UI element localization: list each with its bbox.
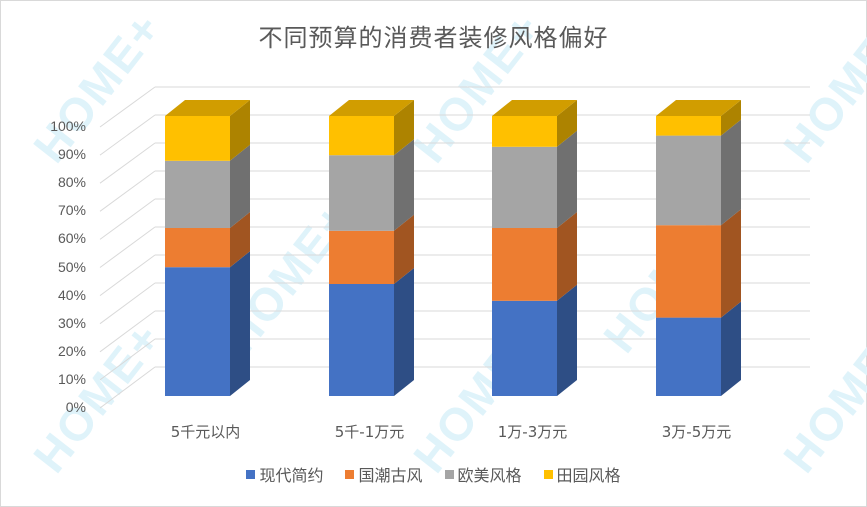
bar-segment[interactable]: [329, 284, 394, 396]
bar-segment[interactable]: [656, 116, 721, 136]
bar-segment[interactable]: [329, 155, 394, 231]
y-tick-label: 100%: [50, 118, 86, 134]
bar-segment-side: [394, 100, 414, 156]
bar-segment[interactable]: [165, 116, 230, 161]
bar-top: [656, 100, 741, 116]
legend-item-pastoral[interactable]: 田园风格: [543, 462, 621, 486]
legend-item-western[interactable]: 欧美风格: [444, 462, 522, 486]
y-tick-label: 10%: [57, 370, 86, 387]
bar-segment-side: [394, 139, 414, 231]
bar-segment-side: [394, 268, 414, 396]
bar-segment-side: [557, 212, 577, 301]
bar-segment[interactable]: [492, 228, 557, 301]
y-tick-label: 30%: [57, 314, 86, 331]
legend: 现代简约 国潮古风 欧美风格 田园风格: [0, 462, 867, 486]
x-tick-label: 3万-5万元: [661, 423, 732, 441]
legend-item-modern[interactable]: 现代简约: [246, 462, 323, 486]
bar-segment[interactable]: [492, 300, 557, 396]
legend-swatch: [543, 469, 553, 479]
bar-segment[interactable]: [492, 116, 557, 147]
chart-title: 不同预算的消费者装修风格偏好: [258, 24, 609, 52]
bar-segment[interactable]: [656, 225, 721, 318]
y-tick-label: 60%: [57, 230, 86, 247]
bar-top: [329, 100, 414, 116]
y-tick-label: 70%: [57, 202, 86, 219]
bar-top: [492, 100, 577, 116]
y-tick-label: 0%: [65, 399, 86, 415]
bar-segment-side: [230, 144, 250, 228]
bar-segment-side: [394, 214, 414, 284]
bar-segment-side: [557, 100, 577, 147]
bar-segment[interactable]: [492, 146, 557, 228]
bar-segment[interactable]: [656, 317, 721, 396]
y-tick-label: 50%: [57, 258, 86, 275]
bar-segment[interactable]: [656, 135, 721, 226]
bar-segment-side: [721, 301, 741, 396]
bar-top: [165, 100, 250, 116]
legend-item-guochao[interactable]: 国潮古风: [345, 462, 423, 486]
y-tick-label: 20%: [57, 342, 86, 359]
legend-label: 现代简约: [259, 466, 324, 485]
x-tick-label: 5千-1万元: [334, 423, 405, 441]
y-tick-label: 90%: [57, 146, 86, 163]
y-tick-label: 40%: [57, 286, 86, 303]
bar-segment[interactable]: [329, 116, 394, 156]
bar-segment-side: [721, 119, 741, 226]
x-tick-label: 5千元以内: [170, 423, 241, 441]
bar-segment-side: [230, 251, 250, 396]
bar-segment-side: [230, 212, 250, 268]
x-tick-label: 1万-3万元: [497, 423, 568, 441]
bar-segment-side: [557, 130, 577, 228]
legend-label: 田园风格: [556, 466, 621, 485]
bar-segment[interactable]: [165, 267, 230, 396]
legend-swatch: [345, 469, 355, 479]
bar-segment-side: [557, 284, 577, 396]
bar-segment-side: [721, 209, 741, 318]
bar-segment-side: [721, 100, 741, 136]
y-tick-label: 80%: [57, 174, 86, 191]
legend-swatch: [444, 469, 454, 479]
legend-label: 欧美风格: [457, 466, 522, 485]
bar-segment[interactable]: [329, 230, 394, 284]
legend-label: 国潮古风: [358, 466, 423, 485]
bar-segment[interactable]: [165, 160, 230, 228]
bar-segment[interactable]: [165, 228, 230, 268]
bar-segment-side: [230, 100, 250, 161]
legend-swatch: [246, 469, 256, 479]
